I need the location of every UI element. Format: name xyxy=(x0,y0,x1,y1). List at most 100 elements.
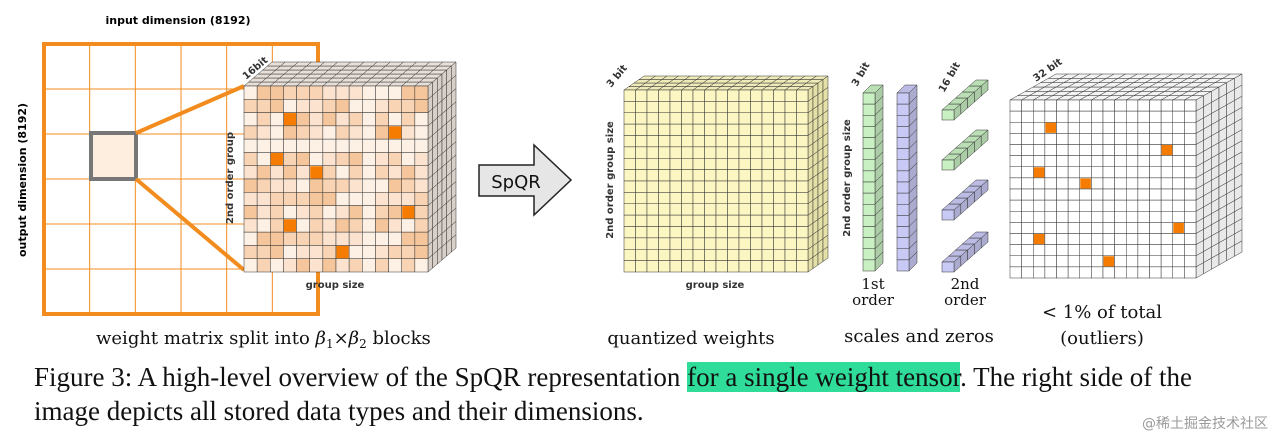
cube-front-cell xyxy=(401,245,416,259)
spqr-diagram: input dimension (8192) output dimension … xyxy=(16,14,1243,351)
zoom-line-top xyxy=(135,84,245,135)
cube-front-cell xyxy=(738,146,751,159)
cube-front-cell xyxy=(1009,155,1022,167)
cube-side-cell xyxy=(451,234,457,253)
cube-front-cell xyxy=(862,170,876,183)
cube-front-cell xyxy=(1160,155,1173,167)
cube-front-cell xyxy=(623,158,636,170)
cube-front-cell xyxy=(727,192,740,204)
cube-front-cell xyxy=(704,123,717,136)
cube-front-cell xyxy=(1102,222,1115,234)
cube-front-cell xyxy=(362,99,376,113)
cube-front-cell xyxy=(862,148,876,160)
cube-front-cell xyxy=(669,260,682,273)
cube-front-cell xyxy=(669,192,682,204)
cube-front-cell xyxy=(692,260,705,273)
cube-front-cell xyxy=(322,125,337,140)
cube-front-cell xyxy=(1067,166,1080,179)
cube-front-cell xyxy=(1137,122,1150,134)
cube-front-cell xyxy=(1033,122,1046,134)
cube-front-cell xyxy=(375,99,389,113)
cube-front-cell xyxy=(256,178,271,193)
block-2nd-order-group-label: 2nd order group xyxy=(225,132,236,224)
cube-front-cell xyxy=(862,103,876,116)
cube-front-cell xyxy=(322,85,337,100)
cube-front-cell xyxy=(1044,99,1057,112)
cube-front-cell xyxy=(401,165,416,180)
cube-front-cell xyxy=(1056,133,1069,145)
cube-front-cell xyxy=(1172,199,1185,212)
cube-front-cell xyxy=(681,158,694,170)
cube-front-cell xyxy=(750,123,763,136)
cube-front-cell xyxy=(715,203,728,216)
cube-side-cell xyxy=(822,246,829,262)
cube-front-cell xyxy=(362,178,376,193)
cube-front-cell xyxy=(623,180,636,193)
cube-front-cell xyxy=(1079,222,1092,234)
cube-front-cell xyxy=(1149,144,1162,156)
cube-front-cell xyxy=(750,101,763,113)
cube-front-cell xyxy=(1160,133,1173,145)
cube-front-cell xyxy=(704,260,717,273)
cube-front-cell xyxy=(1009,244,1022,256)
cube-front-cell xyxy=(283,258,297,273)
input-dimension-label: input dimension (8192) xyxy=(106,14,251,27)
cube-front-cell xyxy=(1067,233,1080,245)
cube-front-cell xyxy=(646,214,659,227)
cube-front-cell xyxy=(348,165,363,180)
cube-front-cell xyxy=(635,112,648,125)
cube-front-cell xyxy=(1172,255,1185,268)
cube-front-cell xyxy=(348,245,363,259)
cube-front-cell xyxy=(704,146,717,159)
cube-front-cell xyxy=(704,135,717,148)
cube-front-cell xyxy=(761,112,774,125)
outlier-cell xyxy=(1161,145,1173,156)
cube-front-cell xyxy=(692,237,705,250)
cube-front-cell xyxy=(704,169,717,182)
cube-front-cell xyxy=(309,125,324,140)
cube-front-cell xyxy=(388,258,402,273)
cube-front-cell xyxy=(1102,266,1115,279)
cube-front-cell xyxy=(388,85,402,100)
cube-front-cell xyxy=(1172,99,1185,112)
cube-front-cell xyxy=(761,192,774,204)
cube-front-cell xyxy=(243,152,258,166)
cube-front-cell xyxy=(750,180,763,193)
cube-front-cell xyxy=(715,249,728,261)
cube-front-cell xyxy=(1102,211,1115,223)
cube-front-cell xyxy=(309,138,324,153)
cube-front-cell xyxy=(646,89,659,102)
cube-front-cell xyxy=(388,152,402,166)
cube-front-cell xyxy=(738,112,751,125)
cube-front-cell xyxy=(283,205,297,220)
cube-front-cell xyxy=(322,165,337,180)
cube-front-cell xyxy=(1149,177,1162,190)
cube-front-cell xyxy=(784,101,797,113)
cube-front-cell xyxy=(715,169,728,182)
cube-front-cell xyxy=(1149,211,1162,223)
cube-front-cell xyxy=(1067,133,1080,145)
cube-front-cell xyxy=(309,178,324,193)
cube-front-cell xyxy=(658,237,671,250)
cube-front-cell xyxy=(322,218,337,233)
outlier-cell xyxy=(336,245,349,259)
cube-front-cell xyxy=(1021,110,1034,123)
cube-front-cell xyxy=(623,101,636,113)
cube-front-cell xyxy=(362,165,376,180)
cube-front-cell xyxy=(1079,266,1092,279)
cube-front-cell xyxy=(1160,110,1173,123)
cube-front-cell xyxy=(1114,166,1127,179)
cube-front-cell xyxy=(335,112,350,127)
cube-front-cell xyxy=(296,205,310,220)
cube-front-cell xyxy=(669,123,682,136)
cube-front-cell xyxy=(646,203,659,216)
outlier-cell xyxy=(1173,222,1184,233)
cube-front-cell xyxy=(296,218,310,233)
cube-front-cell xyxy=(1009,233,1022,245)
cube-front-cell xyxy=(658,101,671,113)
cube-front-cell xyxy=(773,89,786,102)
cube-front-cell xyxy=(862,237,876,249)
cube-front-cell xyxy=(862,226,876,238)
cube-front-cell xyxy=(727,203,740,216)
cube-front-cell xyxy=(1137,266,1150,279)
